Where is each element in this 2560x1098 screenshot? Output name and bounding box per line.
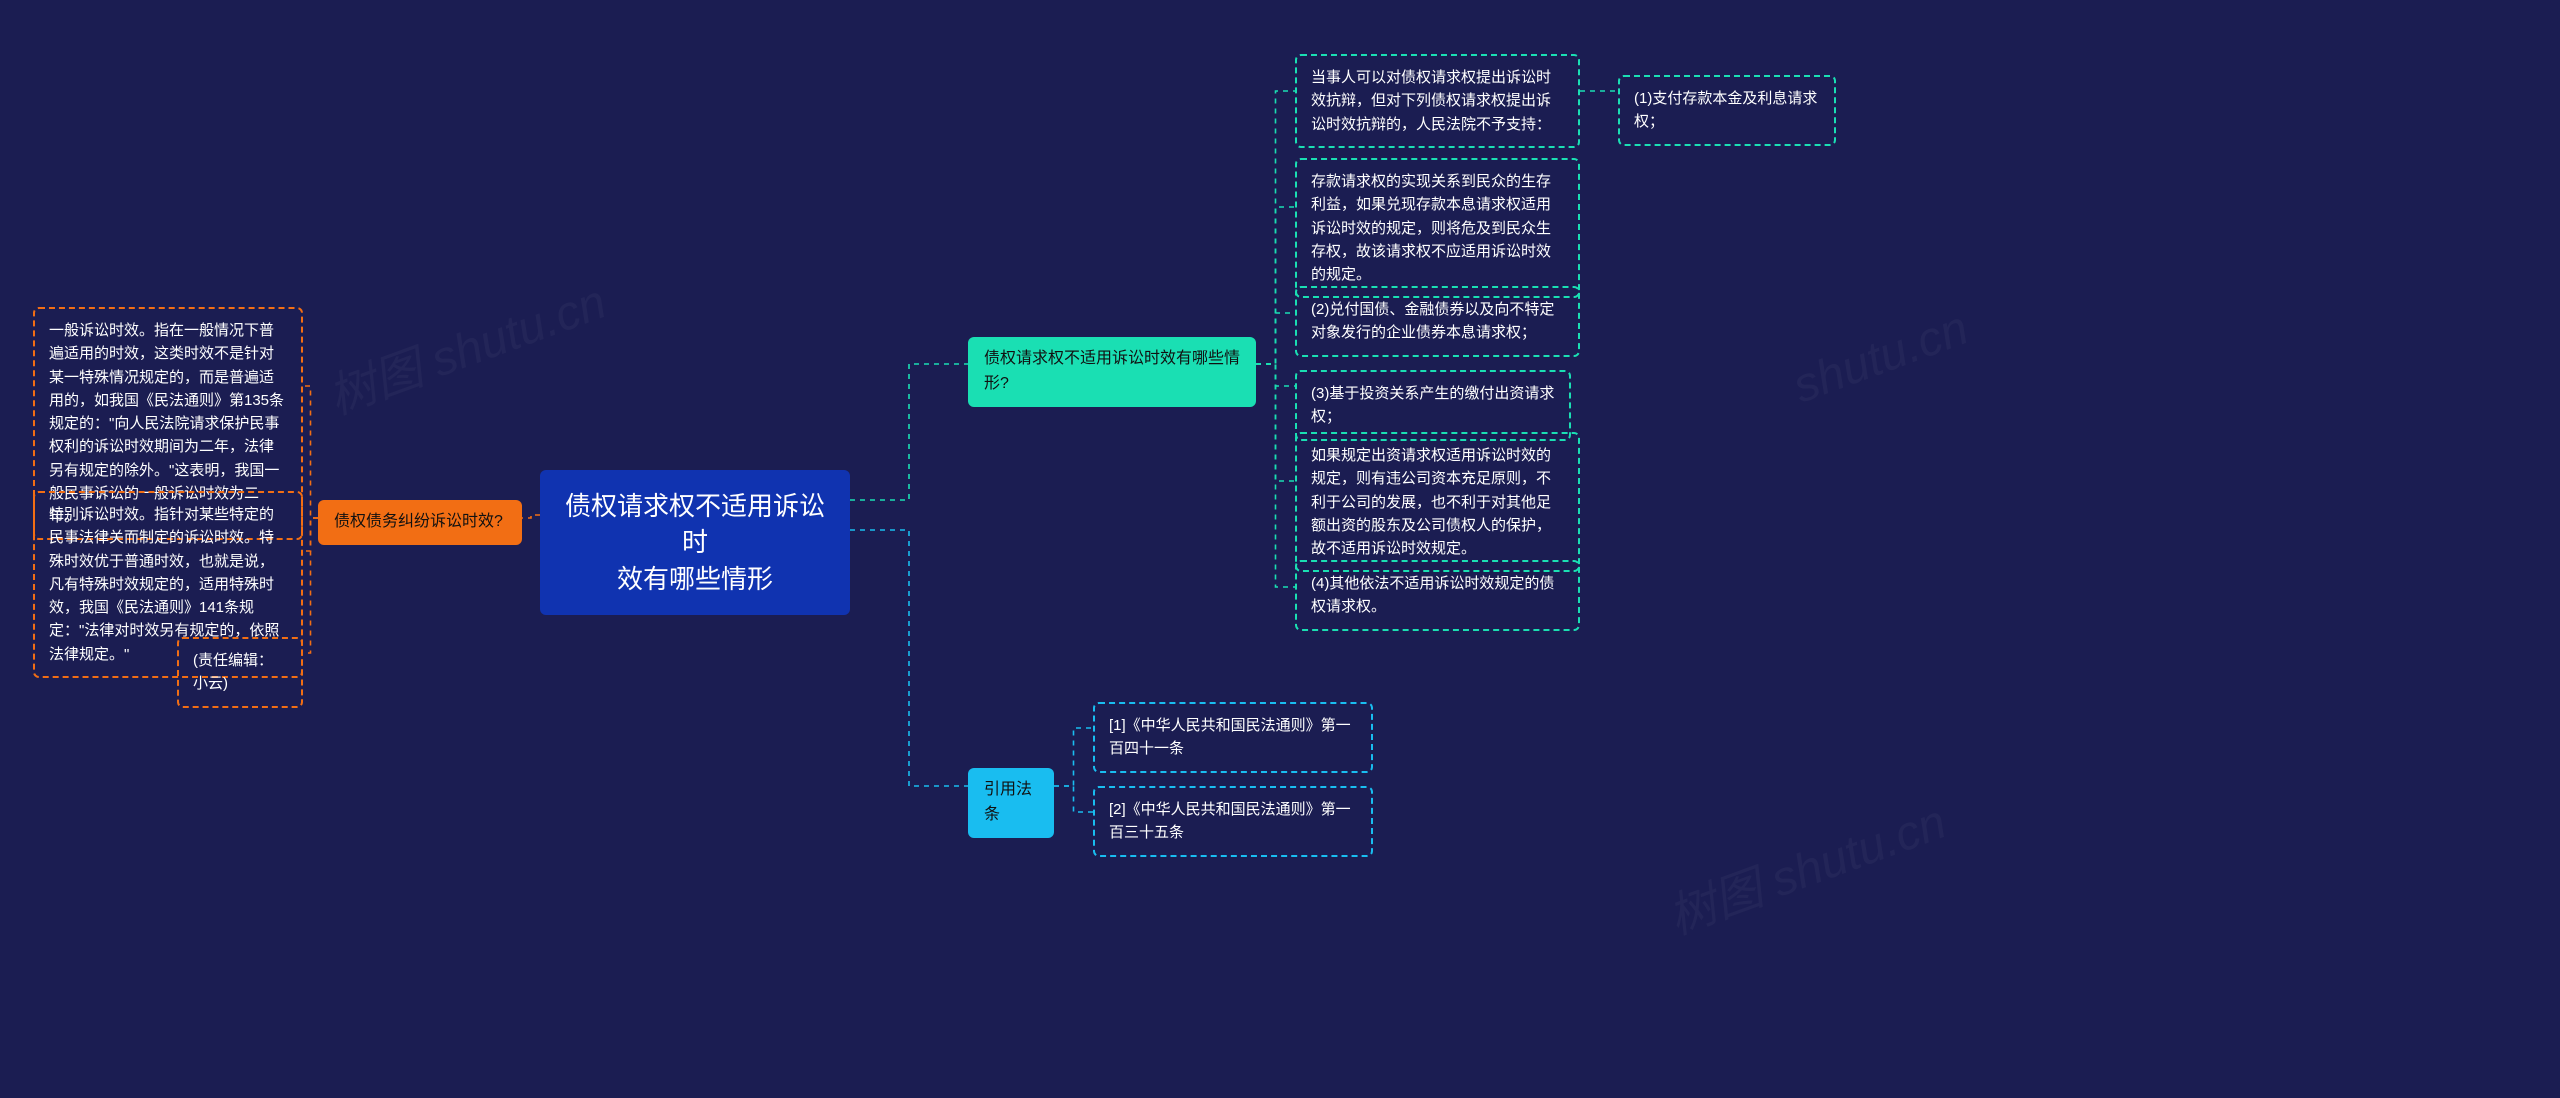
r1a: 当事人可以对债权请求权提出诉讼时效抗辩，但对下列债权请求权提出诉讼时效抗辩的，人… <box>1295 54 1580 148</box>
watermark: 树图 shutu.cn <box>317 262 614 427</box>
watermark: 树图 shutu.cn <box>1657 782 1954 947</box>
b-r2: 引用法条 <box>968 768 1054 838</box>
r1a1: (1)支付存款本金及利息请求权； <box>1618 75 1836 146</box>
r2a: [1]《中华人民共和国民法通则》第一百四十一条 <box>1093 702 1373 773</box>
r1e: 如果规定出资请求权适用诉讼时效的规定，则有违公司资本充足原则，不利于公司的发展，… <box>1295 432 1580 572</box>
r1b: 存款请求权的实现关系到民众的生存利益，如果兑现存款本息请求权适用诉讼时效的规定，… <box>1295 158 1580 298</box>
watermark: shutu.cn <box>1786 301 1975 415</box>
l3: (责任编辑：小云) <box>177 637 303 708</box>
r1d: (3)基于投资关系产生的缴付出资请求权； <box>1295 370 1571 441</box>
b-r1: 债权请求权不适用诉讼时效有哪些情形? <box>968 337 1256 407</box>
r2b: [2]《中华人民共和国民法通则》第一百三十五条 <box>1093 786 1373 857</box>
r1c: (2)兑付国债、金融债券以及向不特定对象发行的企业债券本息请求权； <box>1295 286 1580 357</box>
connector-lines <box>0 0 2560 1098</box>
r1f: (4)其他依法不适用诉讼时效规定的债权请求权。 <box>1295 560 1580 631</box>
b-left: 债权债务纠纷诉讼时效? <box>318 500 522 545</box>
root-node: 债权请求权不适用诉讼时效有哪些情形 <box>540 470 850 615</box>
